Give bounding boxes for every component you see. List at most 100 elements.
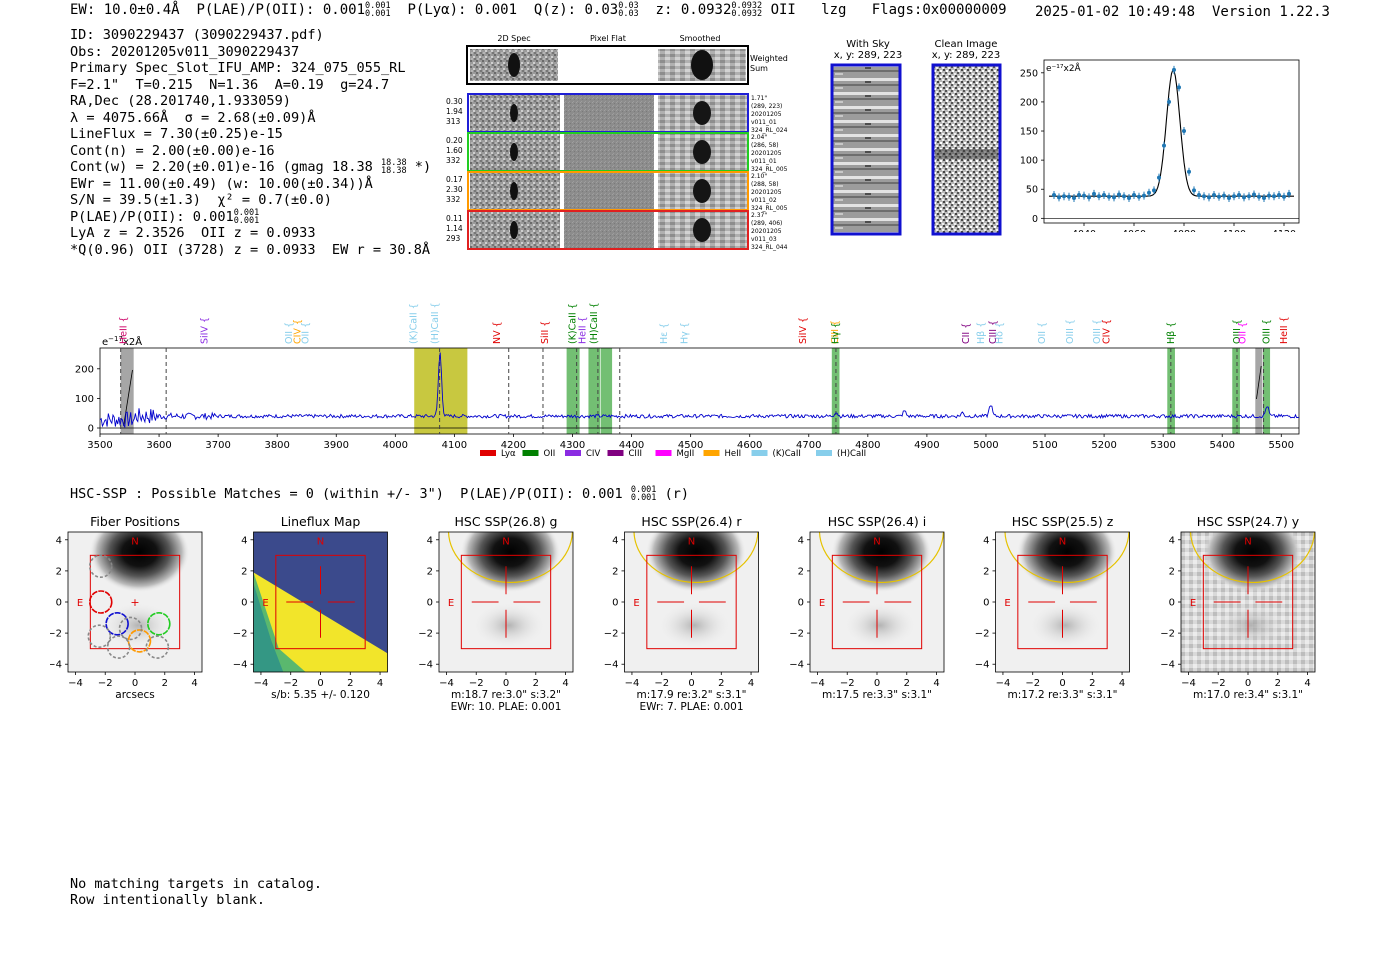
panel-xtick-label: −2 bbox=[654, 678, 669, 689]
panel-xtick-label: 0 bbox=[1059, 678, 1065, 689]
panel-ytick-label: 4 bbox=[1169, 535, 1175, 546]
spectrum-xtick-label: 4300 bbox=[560, 440, 585, 451]
panel-caption: arcsecs bbox=[115, 689, 154, 701]
zoom-point bbox=[1062, 194, 1066, 199]
info-lineflux: LineFlux = 7.30(±0.25)e-15 bbox=[70, 126, 283, 142]
spectrum-line-label: Hγ { bbox=[680, 322, 691, 344]
cutout-panel: 2D Spec Pixel Flat Smoothed Weighted Sum … bbox=[446, 34, 788, 251]
spectrum-line-label: (H)CaII { bbox=[589, 302, 600, 344]
panel-title: HSC SSP(26.8) g bbox=[455, 514, 558, 529]
panel-xtick-label: −4 bbox=[439, 678, 454, 689]
cutout-right-3-4: 324_RL_044 bbox=[751, 244, 788, 251]
cutout-pixelflat-1 bbox=[564, 134, 654, 170]
panel-caption: m:17.9 re:3.2" s:3.1" bbox=[637, 689, 747, 701]
panel-ytick-label: −2 bbox=[50, 629, 62, 640]
panel-xtick-label: 2 bbox=[347, 678, 353, 689]
search-box bbox=[1202, 554, 1294, 650]
cutout-left-3-1: 1.14 bbox=[446, 224, 463, 233]
zoom-point bbox=[1277, 193, 1281, 198]
legend-label: (H)CaII bbox=[837, 449, 866, 459]
cutout-left-0-2: 313 bbox=[446, 117, 461, 126]
spectrum-line-labels: HeII {SiIV {OII {CIV {OII {(K)CaII {(H)C… bbox=[119, 302, 1291, 344]
spectrum-line-label: Hβ { bbox=[1166, 322, 1177, 344]
zoom-point bbox=[1067, 194, 1071, 199]
panel-ytick-label: 4 bbox=[427, 535, 433, 546]
panel-xtick-label: −2 bbox=[283, 678, 298, 689]
flags-value: Flags:0x00000009 bbox=[871, 2, 1007, 18]
spectrum-line-label: SiIV { bbox=[200, 317, 211, 344]
galaxy-aperture bbox=[633, 532, 759, 584]
panel-1: Lineflux Map N E −4 −4 −2 −2 0 0 2 2 4 4 s/b: 5.35 +/… bbox=[233, 514, 388, 701]
spectrum-line-label: CIV { bbox=[292, 319, 303, 344]
panel-xtick-label: 0 bbox=[132, 678, 138, 689]
east-label: E bbox=[262, 598, 268, 609]
zoom-point bbox=[1107, 194, 1111, 199]
weighted-sum-label: Weighted Sum bbox=[750, 54, 788, 73]
cutout-right-0-3: v011_01 bbox=[751, 119, 777, 126]
spectrum-line-label: Hε { bbox=[659, 323, 670, 344]
panel-caption-2: EWr: 10. PLAE: 0.001 bbox=[451, 701, 562, 713]
zoom-point bbox=[1127, 195, 1131, 200]
panel-0: Fiber Positions + N E −4 −4 −2 −2 0 0 2 2 4 4 arcsecs bbox=[50, 514, 203, 701]
panel-xtick-label: 4 bbox=[377, 678, 383, 689]
zoom-ytick-label: 150 bbox=[1020, 127, 1038, 138]
clean-title: Clean Image bbox=[935, 39, 998, 50]
spectrum-band bbox=[566, 348, 580, 434]
cutout-left-0-1: 1.94 bbox=[446, 107, 463, 116]
panel-xtick-label: −4 bbox=[625, 678, 640, 689]
cutout-source-smooth-1 bbox=[693, 140, 711, 164]
panel-ytick-label: 2 bbox=[983, 566, 989, 577]
legend-label: CIV bbox=[586, 449, 600, 459]
legend-label: OII bbox=[544, 449, 556, 459]
spectrum-xtick-label: 5400 bbox=[1209, 440, 1234, 451]
header-summary: EW: 10.0±0.4Å P(LAE)/P(OII): 0.0010.001 0… bbox=[70, 2, 1007, 19]
zoom-point bbox=[1172, 67, 1176, 72]
panel-xtick-label: 2 bbox=[162, 678, 168, 689]
legend-label: MgII bbox=[677, 449, 695, 459]
east-label: E bbox=[633, 598, 639, 609]
zoom-point bbox=[1227, 195, 1231, 200]
cutout-right-1-2: 20201205 bbox=[751, 150, 782, 157]
zoom-marks bbox=[1049, 65, 1294, 202]
fiber-circle bbox=[127, 629, 152, 653]
panel-ytick-label: 2 bbox=[612, 566, 618, 577]
spectrum-xtick-label: 4600 bbox=[737, 440, 762, 451]
panel-ytick-label: −2 bbox=[418, 629, 433, 640]
zoom-point bbox=[1202, 194, 1206, 199]
info-lambda: λ = 4075.66Å σ = 2.68(±0.09)Å bbox=[70, 109, 316, 126]
east-label: E bbox=[1190, 598, 1196, 609]
header-right: 2025-01-02 10:49:48 Version 1.22.3 bbox=[1035, 4, 1330, 20]
panel-xtick-label: −2 bbox=[1025, 678, 1040, 689]
spectrum-line-label: Hβ { bbox=[976, 322, 987, 344]
spectrum-xtick-label: 4700 bbox=[796, 440, 821, 451]
faint-source bbox=[1212, 601, 1289, 650]
panel-xtick-label: 0 bbox=[317, 678, 323, 689]
zoom-point bbox=[1162, 143, 1166, 148]
spectrum-bands bbox=[120, 348, 1271, 434]
zoom-ticks: 4040 4060 4080 4100 4120 0 50 100 150 200 250 bbox=[1020, 68, 1299, 232]
spectrum-band bbox=[1262, 348, 1271, 434]
spectrum-line-label: CIV { bbox=[1101, 319, 1112, 344]
zoom-xtick-label: 4040 bbox=[1072, 229, 1096, 232]
panel-ytick-label: 4 bbox=[612, 535, 618, 546]
panel-ytick-label: 0 bbox=[56, 598, 62, 609]
spectrum-xtick-label: 4500 bbox=[678, 440, 703, 451]
spectrum-xtick-label: 4100 bbox=[442, 440, 467, 451]
cutout-right-0-0: 1.71" bbox=[751, 95, 767, 102]
spectrum-xtick-label: 4900 bbox=[914, 440, 939, 451]
datetime: 2025-01-02 10:49:48 bbox=[1034, 4, 1196, 20]
north-label: N bbox=[131, 536, 138, 547]
spectrum-ytick-label: 100 bbox=[75, 394, 94, 405]
spectrum-xtick-label: 3600 bbox=[146, 440, 171, 451]
cutout-right-0-4: 324_RL_024 bbox=[751, 127, 788, 134]
zoom-point bbox=[1232, 194, 1236, 199]
panel-caption: m:17.2 re:3.3" s:3.1" bbox=[1008, 689, 1118, 701]
panel-xtick-label: 4 bbox=[191, 678, 197, 689]
spectrum-band bbox=[1255, 348, 1263, 434]
cutout-left-2-2: 332 bbox=[446, 195, 461, 204]
zoom-point bbox=[1187, 169, 1191, 174]
north-label: N bbox=[1244, 536, 1251, 547]
info-plae: P(LAE)/P(OII): 0.0010.001 0.001 bbox=[70, 207, 260, 226]
